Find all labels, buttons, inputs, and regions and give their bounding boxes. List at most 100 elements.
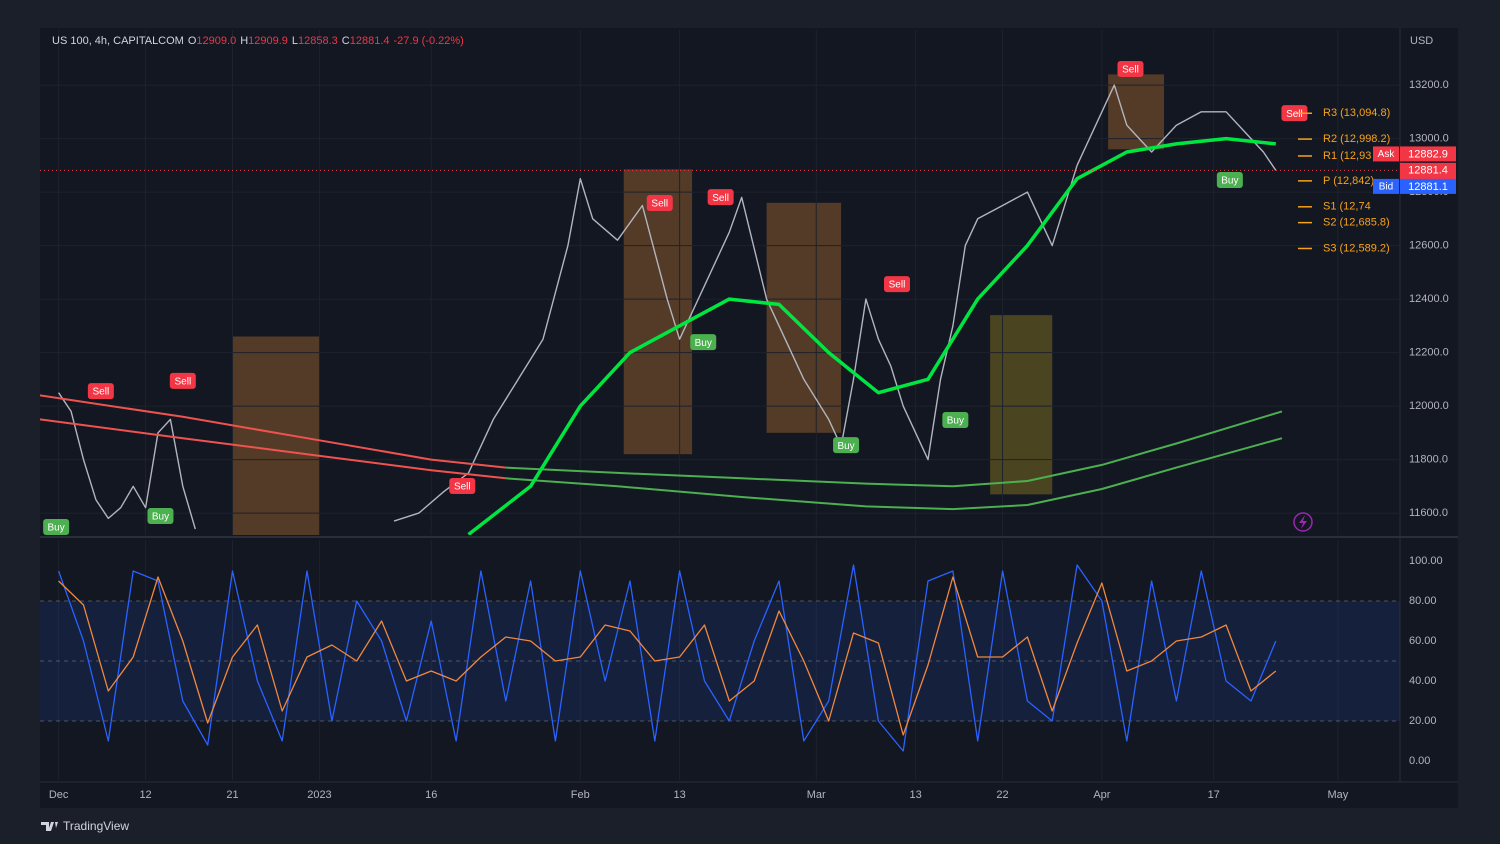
signal-label: Sell: [174, 377, 191, 388]
price-panel: Sell Sell Sell Sell Sell Sell Sell Sell Buy Buy Bu…: [40, 30, 1400, 535]
signal-marker: [87, 383, 114, 400]
signal-marker: [1117, 61, 1144, 78]
price-tag-value: 12882.9: [1408, 148, 1448, 160]
line-series: [40, 394, 506, 469]
oscillator-tick-label: 80.00: [1409, 595, 1437, 607]
price-tag: [1400, 146, 1456, 162]
x-tick-label: 13: [674, 789, 686, 801]
line-series: [58, 84, 1277, 530]
signal-marker: [883, 276, 910, 293]
oscillator-tick-label: 60.00: [1409, 635, 1437, 647]
zone: [766, 202, 842, 433]
zone: [1108, 74, 1165, 150]
ohlc-value: 12881.4: [350, 35, 390, 47]
signal-label: Buy: [48, 523, 65, 534]
price-tag-value: 12881.4: [1408, 165, 1448, 177]
pivot-label: S3 (12,589.2): [1323, 242, 1390, 254]
line-series: [505, 437, 1283, 511]
signal-marker: [690, 334, 717, 351]
price-tag-label: Bid: [1379, 182, 1393, 193]
y-tick-label: 13000.0: [1409, 133, 1449, 145]
signal-label: Buy: [695, 338, 712, 349]
x-tick-label: Dec: [49, 789, 69, 801]
price-tag: [1400, 178, 1456, 194]
x-tick-label: 17: [1208, 789, 1220, 801]
signal-marker: [1281, 105, 1308, 122]
y-tick-label: 12400.0: [1409, 293, 1449, 305]
signal-marker: [169, 372, 196, 389]
y-tick-label: 12600.0: [1409, 239, 1449, 251]
y-tick-label: 13200.0: [1409, 79, 1449, 91]
signal-marker: [707, 189, 734, 206]
change: -27.9 (-0.22%): [394, 35, 464, 47]
overlay: US 100, 4h, CAPITALCOM O12909.0 H12909.9 L1…: [49, 35, 1456, 801]
ohlc-key: C: [342, 35, 350, 47]
signal-marker: [833, 437, 860, 454]
y-tick-label: 11600.0: [1409, 507, 1448, 519]
ohlc-key: O: [188, 35, 197, 47]
x-tick-label: Mar: [807, 789, 826, 801]
x-tick-label: Apr: [1093, 789, 1110, 801]
alert-icon[interactable]: [1293, 512, 1313, 532]
x-tick-label: Feb: [571, 789, 590, 801]
oscillator-tick-label: 100.00: [1409, 555, 1443, 567]
signal-label: Sell: [1286, 109, 1303, 120]
y-tick-label: 12000.0: [1409, 400, 1449, 412]
alert-icon-bolt: [1299, 515, 1307, 529]
price-tag-key: [1373, 146, 1399, 162]
oscillator-tick-label: 40.00: [1409, 675, 1437, 687]
ohlc-value: 12858.3: [298, 35, 338, 47]
brand-logo: [41, 822, 58, 831]
line-series: [505, 410, 1283, 488]
currency: USD: [1410, 35, 1433, 47]
price-tag-label: Ask: [1378, 149, 1396, 160]
ohlc-key: H: [240, 35, 248, 47]
line-series: [58, 576, 1277, 736]
signal-label: Sell: [651, 199, 668, 210]
line-series: [40, 418, 506, 480]
line-series: [57, 564, 1277, 752]
signal-marker: [1216, 172, 1243, 189]
signal-label: Buy: [837, 441, 854, 452]
pivot-label: P (12,842): [1323, 175, 1374, 187]
line-series: [467, 136, 1276, 535]
ohlc-value: 12909.9: [248, 35, 288, 47]
signal-label: Buy: [947, 416, 964, 427]
price-tag-value: 12881.1: [1408, 181, 1448, 193]
oscillator-tick-label: 20.00: [1409, 715, 1437, 727]
pivot-label: R1 (12,93: [1323, 150, 1371, 162]
y-tick-label: 11800.0: [1409, 453, 1448, 465]
x-tick-label: 16: [425, 789, 437, 801]
signal-marker: [646, 195, 673, 212]
zone: [990, 315, 1053, 495]
x-tick-label: May: [1328, 789, 1349, 801]
signal-label: Buy: [152, 512, 169, 523]
signal-label: Sell: [1122, 65, 1139, 76]
price-tag-key: [1373, 178, 1399, 194]
x-tick-label: 12: [139, 789, 151, 801]
symbol: US 100, 4h, CAPITALCOM: [52, 35, 184, 47]
signal-label: Sell: [454, 482, 471, 493]
pivot-label: S2 (12,685.8): [1323, 217, 1390, 229]
zone: [623, 169, 693, 455]
signal-marker: [942, 411, 969, 428]
oscillator-panel: [40, 540, 1400, 780]
pivot-label: R2 (12,998.2): [1323, 133, 1390, 145]
ohlc-value: 12909.0: [196, 35, 236, 47]
x-tick-label: 21: [226, 789, 238, 801]
header: US 100, 4h, CAPITALCOM O12909.0 H12909.9 L1…: [52, 35, 464, 47]
x-tick-label: 13: [909, 789, 921, 801]
pivot-label: R3 (13,094.8): [1323, 107, 1390, 119]
signal-marker: [147, 508, 174, 525]
y-tick-label: 12200.0: [1409, 346, 1449, 358]
oscillator-tick-label: 0.00: [1409, 755, 1430, 767]
signal-label: Sell: [93, 387, 110, 398]
brand-name: TradingView: [63, 819, 129, 833]
signal-marker: [449, 478, 476, 495]
x-tick-label: 2023: [307, 789, 331, 801]
signal-label: Sell: [712, 193, 729, 204]
ohlc-key: L: [292, 35, 298, 47]
signal-label: Sell: [889, 280, 906, 291]
signal-label: Buy: [1221, 176, 1238, 187]
